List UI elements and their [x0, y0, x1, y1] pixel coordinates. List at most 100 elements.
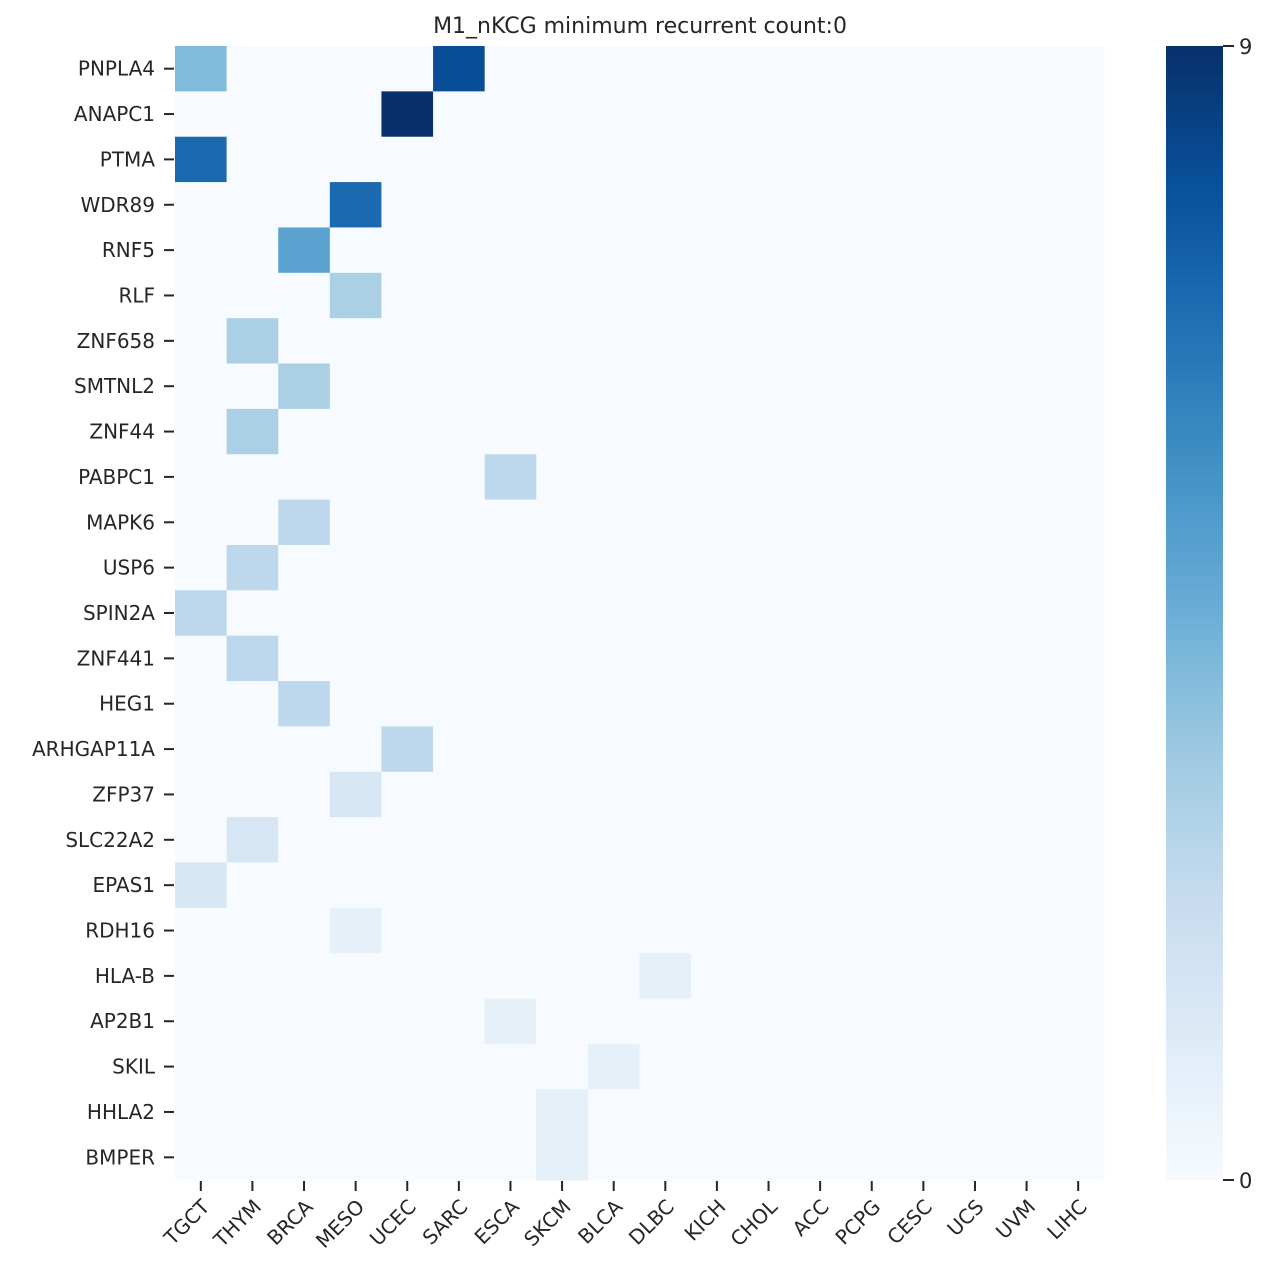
heatmap-cell	[742, 590, 795, 637]
heatmap-cell	[587, 817, 641, 864]
y-tick-label: SMTNL2	[74, 374, 155, 398]
heatmap-cell	[226, 953, 279, 1000]
heatmap-cell	[381, 363, 434, 410]
heatmap-cell	[587, 227, 641, 274]
heatmap-cell	[484, 136, 537, 183]
heatmap-cell	[587, 726, 641, 773]
heatmap-cell	[484, 771, 537, 818]
heatmap-cell	[278, 817, 331, 864]
heatmap-cell	[691, 817, 744, 864]
heatmap-cell	[587, 590, 641, 637]
heatmap-cell	[226, 499, 279, 546]
heatmap-cell	[1052, 771, 1105, 818]
heatmap-cell	[845, 136, 899, 183]
heatmap-cell	[433, 136, 486, 183]
heatmap-cell	[433, 907, 486, 954]
heatmap-cell	[278, 1134, 331, 1181]
heatmap-cell	[175, 454, 228, 501]
heatmap-cell	[949, 998, 1002, 1045]
heatmap-cell	[484, 998, 537, 1045]
heatmap-cell	[742, 1134, 795, 1181]
heatmap-cell	[1052, 363, 1105, 410]
heatmap-cell	[536, 953, 589, 1000]
heatmap-cell	[639, 726, 692, 773]
heatmap-cell	[226, 1089, 279, 1136]
heatmap-cell	[278, 953, 331, 1000]
heatmap-cell	[587, 907, 641, 954]
heatmap-cell	[226, 46, 279, 92]
heatmap-cell	[433, 182, 486, 229]
heatmap-cell	[329, 862, 383, 909]
heatmap-cell	[433, 46, 486, 92]
heatmap-cell	[1052, 544, 1105, 591]
heatmap-cell	[536, 408, 589, 455]
x-tick-label: BRCA	[262, 1194, 318, 1250]
heatmap-cell	[949, 544, 1002, 591]
heatmap-cell	[484, 1134, 537, 1181]
heatmap-cell	[845, 454, 899, 501]
heatmap-cell	[897, 590, 950, 637]
heatmap-cell	[794, 817, 847, 864]
heatmap-cell	[691, 635, 744, 682]
heatmap-cell	[381, 182, 434, 229]
heatmap-cell	[329, 1089, 383, 1136]
heatmap-cell	[484, 454, 537, 501]
heatmap-cell	[278, 862, 331, 909]
heatmap-cell	[484, 182, 537, 229]
heatmap-cell	[536, 136, 589, 183]
heatmap-cell	[175, 771, 228, 818]
heatmap-cell	[381, 318, 434, 365]
y-tick-label: PTMA	[100, 147, 156, 171]
heatmap-cell	[742, 862, 795, 909]
y-tick-label: ZNF658	[77, 329, 155, 353]
heatmap-cell	[278, 771, 331, 818]
heatmap-cell	[639, 91, 692, 138]
heatmap-cell	[845, 408, 899, 455]
heatmap-cell	[329, 726, 383, 773]
heatmap-cell	[1052, 1134, 1105, 1181]
heatmap-cell	[1000, 771, 1053, 818]
heatmap-cell	[175, 46, 228, 92]
heatmap-cell	[329, 318, 383, 365]
heatmap-cell	[381, 272, 434, 319]
heatmap-cell	[949, 1089, 1002, 1136]
heatmap-cell	[1052, 318, 1105, 365]
heatmap-cell	[742, 363, 795, 410]
heatmap-cell	[536, 817, 589, 864]
heatmap-cell	[484, 46, 537, 92]
x-axis: TGCTTHYMBRCAMESOUCECSARCESCASKCMBLCADLBC…	[159, 1181, 1092, 1253]
heatmap-cell	[536, 771, 589, 818]
heatmap-cell	[536, 46, 589, 92]
heatmap-cell	[587, 318, 641, 365]
heatmap-cell	[329, 499, 383, 546]
heatmap-cell	[226, 726, 279, 773]
heatmap-cell	[949, 907, 1002, 954]
heatmap-cell	[381, 91, 434, 138]
heatmap-cell	[381, 635, 434, 682]
heatmap-cell	[949, 408, 1002, 455]
heatmap-cell	[1000, 182, 1053, 229]
heatmap-cell	[845, 318, 899, 365]
heatmap-cell	[949, 227, 1002, 274]
heatmap-cell	[381, 862, 434, 909]
heatmap-cell	[845, 635, 899, 682]
heatmap-cell	[587, 46, 641, 92]
heatmap-cell	[845, 499, 899, 546]
heatmap-cell	[691, 318, 744, 365]
y-axis: PNPLA4 ANAPC1 PTMA WDR89 RNF5 RLF ZNF658 SMTNL2…	[32, 57, 174, 1169]
x-tick-label: PCPG	[830, 1195, 885, 1250]
heatmap-cell	[949, 499, 1002, 546]
heatmap-cell	[433, 726, 486, 773]
heatmap-cell	[897, 771, 950, 818]
heatmap-cell	[949, 272, 1002, 319]
heatmap-cell	[175, 1043, 228, 1090]
heatmap-cell	[845, 1089, 899, 1136]
heatmap-cell	[794, 1134, 847, 1181]
heatmap-cell	[949, 1043, 1002, 1090]
heatmap-cell	[329, 907, 383, 954]
heatmap-cell	[1052, 998, 1105, 1045]
heatmap-cell	[1052, 681, 1105, 727]
heatmap-cell	[175, 227, 228, 274]
heatmap-cell	[1000, 862, 1053, 909]
colorbar-tick-label: 0	[1239, 1169, 1252, 1193]
